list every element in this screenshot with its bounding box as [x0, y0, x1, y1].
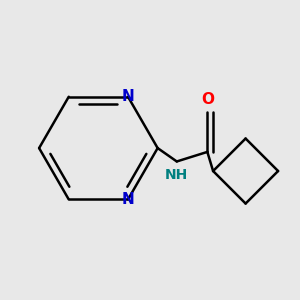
Text: N: N: [122, 89, 134, 104]
Text: NH: NH: [165, 168, 188, 182]
Text: N: N: [122, 192, 134, 207]
Text: O: O: [201, 92, 214, 107]
